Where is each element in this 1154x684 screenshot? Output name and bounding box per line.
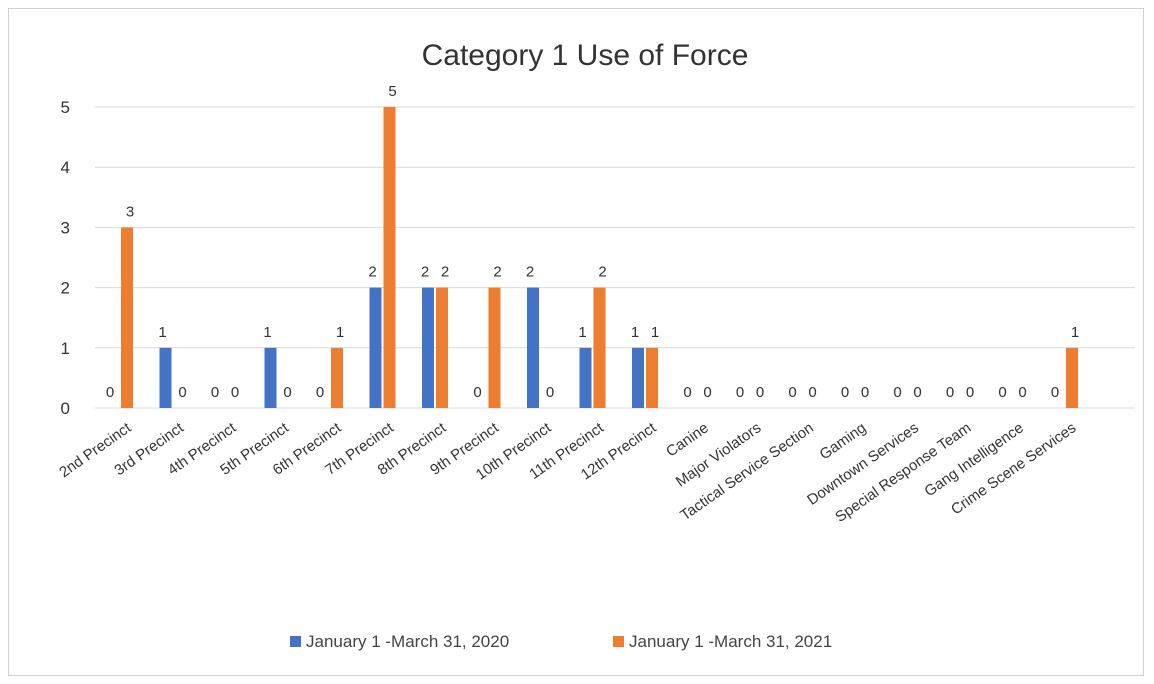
legend-swatch bbox=[613, 636, 624, 647]
bars bbox=[121, 107, 1078, 408]
bar-2020 bbox=[369, 287, 382, 408]
data-label: 0 bbox=[861, 384, 869, 401]
data-label: 1 bbox=[651, 324, 659, 341]
data-label: 2 bbox=[421, 264, 429, 281]
bar-2021 bbox=[1066, 347, 1078, 408]
data-label: 0 bbox=[283, 384, 291, 401]
data-label: 0 bbox=[756, 384, 764, 401]
data-label: 1 bbox=[158, 324, 166, 341]
data-label: 0 bbox=[841, 384, 849, 401]
bar-2020 bbox=[264, 347, 277, 408]
data-label: 0 bbox=[736, 384, 744, 401]
data-label: 2 bbox=[598, 264, 606, 281]
data-label: 1 bbox=[263, 324, 271, 341]
data-label: 0 bbox=[473, 384, 481, 401]
data-label: 0 bbox=[316, 384, 324, 401]
data-label: 0 bbox=[788, 384, 796, 401]
data-label: 2 bbox=[526, 264, 534, 281]
bar-2021 bbox=[331, 347, 343, 408]
bar-2021 bbox=[488, 287, 501, 408]
bar-2021 bbox=[593, 287, 606, 408]
data-label: 1 bbox=[336, 324, 344, 341]
data-label: 1 bbox=[631, 324, 639, 341]
y-tick-label: 5 bbox=[61, 98, 70, 117]
data-label: 2 bbox=[441, 264, 449, 281]
legend: January 1 -March 31, 2020 January 1 -Marc… bbox=[290, 632, 832, 651]
data-label: 0 bbox=[1051, 384, 1059, 401]
data-label: 0 bbox=[106, 384, 114, 401]
legend-swatch bbox=[290, 636, 301, 647]
y-tick-label: 4 bbox=[61, 158, 70, 177]
data-label: 5 bbox=[388, 83, 396, 100]
bar-2021 bbox=[383, 107, 396, 408]
data-label: 0 bbox=[998, 384, 1006, 401]
data-label: 3 bbox=[126, 203, 134, 220]
data-label: 0 bbox=[808, 384, 816, 401]
legend-label: January 1 -March 31, 2020 bbox=[306, 632, 509, 651]
data-label: 0 bbox=[913, 384, 921, 401]
data-label: 2 bbox=[368, 264, 376, 281]
bar-2020 bbox=[632, 347, 644, 408]
data-label: 0 bbox=[703, 384, 711, 401]
data-label: 0 bbox=[211, 384, 219, 401]
data-label: 1 bbox=[578, 324, 586, 341]
data-label: 2 bbox=[493, 264, 501, 281]
data-label: 0 bbox=[231, 384, 239, 401]
y-tick-label: 1 bbox=[61, 339, 70, 358]
data-label: 1 bbox=[1071, 324, 1079, 341]
legend-label: January 1 -March 31, 2021 bbox=[629, 632, 832, 651]
data-label: 0 bbox=[546, 384, 554, 401]
data-label: 0 bbox=[966, 384, 974, 401]
data-label: 0 bbox=[683, 384, 691, 401]
data-label: 0 bbox=[1018, 384, 1026, 401]
grid-lines bbox=[95, 106, 1135, 409]
bar-2021 bbox=[121, 227, 133, 408]
chart-title: Category 1 Use of Force bbox=[422, 39, 749, 72]
bar-2021 bbox=[436, 287, 448, 408]
y-axis: 0 1 2 3 4 5 bbox=[61, 98, 70, 418]
y-tick-label: 2 bbox=[61, 279, 70, 298]
bar-2021 bbox=[646, 347, 658, 408]
data-label: 0 bbox=[946, 384, 954, 401]
data-label: 0 bbox=[893, 384, 901, 401]
bar-2020 bbox=[579, 347, 592, 408]
bar-2020 bbox=[527, 287, 539, 408]
chart-frame bbox=[8, 8, 1144, 676]
y-tick-label: 0 bbox=[61, 399, 70, 418]
bar-2020 bbox=[422, 287, 434, 408]
bar-2020 bbox=[159, 347, 172, 408]
y-tick-label: 3 bbox=[61, 218, 70, 237]
data-label: 0 bbox=[178, 384, 186, 401]
